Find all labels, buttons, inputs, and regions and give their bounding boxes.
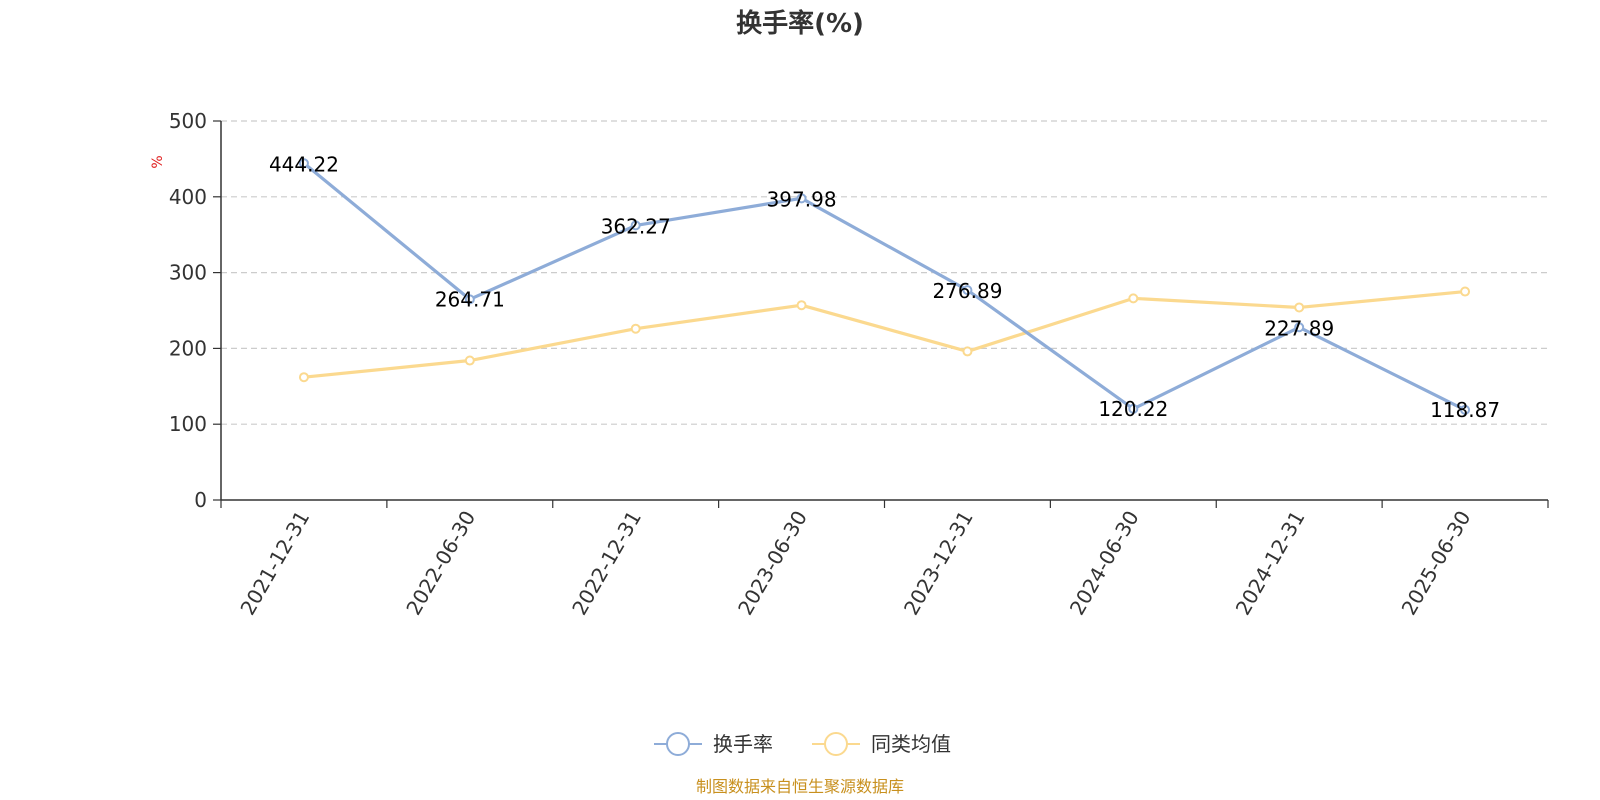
data-point <box>962 346 973 357</box>
axes: 0 100 200 300 400 500 2021-12-31 2022-06-30 2022… <box>169 109 1549 620</box>
legend-marker-icon <box>824 732 848 756</box>
x-tick-label: 2024-06-30 <box>1065 507 1144 620</box>
data-point <box>1128 403 1139 414</box>
data-label: 444.22 <box>269 152 339 176</box>
data-label: 118.87 <box>1430 398 1500 422</box>
series-line <box>302 162 1466 412</box>
x-tick-label: 2022-06-30 <box>401 507 480 620</box>
data-point <box>1294 302 1305 313</box>
data-point <box>1294 322 1305 333</box>
data-point <box>464 355 475 366</box>
y-tick-label: 400 <box>169 185 207 209</box>
series-line <box>303 289 1466 379</box>
data-point <box>630 220 641 231</box>
data-label: 276.89 <box>932 279 1002 303</box>
x-tick-label: 2022-12-31 <box>567 507 646 620</box>
x-tick-label: 2023-12-31 <box>899 507 978 620</box>
x-tick-label: 2025-06-30 <box>1396 507 1475 620</box>
y-tick-label: 0 <box>194 488 207 512</box>
data-point <box>1460 286 1471 297</box>
data-point <box>1128 293 1139 304</box>
legend-label: 同类均值 <box>871 732 951 756</box>
legend-marker-icon <box>666 732 690 756</box>
x-tick-label: 2024-12-31 <box>1231 507 1310 620</box>
data-point <box>1460 404 1471 415</box>
data-point <box>298 372 309 383</box>
y-tick-label: 200 <box>169 336 207 360</box>
data-label: 362.27 <box>601 214 671 238</box>
data-point <box>630 323 641 334</box>
series <box>298 158 1471 415</box>
legend[interactable]: 换手率 同类均值 <box>654 732 951 756</box>
legend-item[interactable]: 同类均值 <box>812 732 951 756</box>
data-label: 120.22 <box>1098 397 1168 421</box>
legend-item[interactable]: 换手率 <box>654 732 773 756</box>
y-tick-label: 100 <box>169 412 207 436</box>
data-point <box>962 285 973 296</box>
source-note: 制图数据来自恒生聚源数据库 <box>696 777 904 796</box>
data-point <box>796 300 807 311</box>
data-label: 397.98 <box>767 187 837 211</box>
y-axis-unit: % <box>150 155 166 168</box>
legend-label: 换手率 <box>713 732 773 756</box>
data-point <box>464 294 475 305</box>
y-tick-label: 500 <box>169 109 207 133</box>
data-label: 264.71 <box>435 287 505 311</box>
chart-title: 换手率(%) <box>736 8 864 39</box>
data-point <box>796 193 807 204</box>
x-tick-label: 2023-06-30 <box>733 507 812 620</box>
x-tick-label: 2021-12-31 <box>235 507 314 620</box>
y-tick-label: 300 <box>169 261 207 285</box>
grid-lines <box>221 120 1548 425</box>
data-labels: 444.22 264.71 362.27 397.98 276.89 120.22 227.… <box>269 152 1500 422</box>
data-point <box>298 158 309 169</box>
data-label: 227.89 <box>1264 316 1334 340</box>
